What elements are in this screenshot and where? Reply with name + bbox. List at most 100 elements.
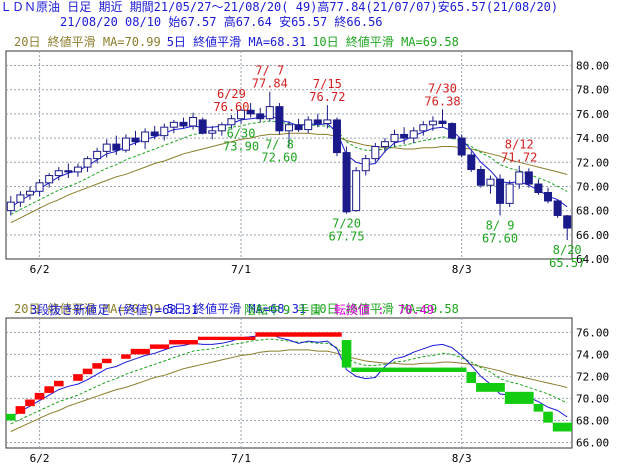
block-up [130,348,150,355]
legend-ma5: 5日 終値平滑 MA=68.31 [167,301,306,316]
annotation-date: 7/30 [428,81,457,95]
candle-up [265,106,274,120]
info-reversal-value: 70.49 [398,303,434,317]
block-up [73,374,83,381]
candle-up [141,131,150,143]
candle-up [169,121,178,128]
info-count: 9 手目 [283,303,321,317]
x-tick-label: 7/1 [231,263,251,276]
x-tick-label: 8/3 [452,263,472,276]
annotation-date: 6/30 [227,127,256,141]
block-up [149,344,170,349]
candle-up [237,109,246,120]
candle-up [227,118,236,126]
candle-up [208,130,217,134]
block-down [466,371,477,383]
chart-title: ＬＤＮ原油 日足 期近 期間21/05/27～21/08/20( 49)高77.… [0,0,559,14]
candle-up [371,146,380,160]
x-tick-label: 8/3 [452,452,472,465]
candle-down [342,152,351,213]
y-tick-label: 80.00 [576,60,609,73]
candle-down [313,119,322,125]
y-tick-label: 76.00 [576,108,609,121]
y-tick-label: 74.00 [576,348,609,361]
candle-down [496,178,505,204]
block-down [552,422,572,432]
candle-down [544,191,553,202]
annotation-date: 7/20 [332,217,361,231]
candle-down [400,133,409,139]
y-tick-label: 68.00 [576,414,609,427]
block-down [6,413,16,421]
block-up [121,354,131,359]
block-down [504,391,534,404]
candle-down [438,120,447,125]
annotation-value: 77.84 [252,77,288,91]
block-up [101,358,112,364]
candle-up [285,124,293,132]
x-tick-label: 6/2 [30,452,50,465]
candle-down [198,119,207,134]
candle-up [189,117,198,127]
candle-up [419,124,428,132]
annotation-value: 72.60 [261,150,297,164]
annotation-value: 76.72 [309,90,345,104]
candle-down [150,131,159,137]
x-tick-label: 7/1 [231,452,251,465]
candle-up [16,194,25,203]
y-tick-label: 72.00 [576,370,609,383]
candle-up [409,130,418,139]
candle-up [361,158,370,172]
info-reversal-label: 転換値 : [334,302,384,317]
candle-down [332,119,341,154]
annotation-date: 8/12 [505,138,534,152]
candle-up [380,141,389,148]
block-up [92,363,102,369]
annotation-date: 6/29 [217,87,246,101]
block-down [533,403,544,412]
candle-up [35,182,44,192]
candle-down [467,154,476,171]
block-up [25,399,35,407]
candle-up [428,120,437,126]
candle-up [160,126,169,137]
candle-down [448,123,457,139]
block-up [34,392,45,400]
candle-down [256,113,265,120]
candle-down [563,215,572,229]
candle-down [275,106,284,132]
candle-down [179,121,188,127]
y-tick-label: 74.00 [576,132,609,145]
annotation-value: 71.72 [501,151,537,165]
block-up [255,332,342,337]
candle-down [131,137,140,143]
annotation-date: 7/ 8 [265,137,294,151]
candle-up [390,133,399,143]
y-tick-label: 78.00 [576,84,609,97]
candle-down [112,143,121,151]
y-tick-label: 66.00 [576,436,609,449]
annotation-value: 65.57 [549,256,585,270]
candle-up [486,178,495,186]
block-down [476,383,505,392]
legend-ma10: 10日 終値平滑 MA=69.58 [312,34,459,49]
candle-up [102,143,111,152]
candle-up [352,170,361,212]
annotation-value: 67.75 [328,230,364,244]
candle-down [294,124,303,131]
legend-ma20: 20日 終値平滑 MA=70.99 [14,301,161,316]
y-tick-label: 70.00 [576,180,609,193]
candle-up [73,166,82,173]
annotation-date: 7/ 7 [255,64,284,78]
candle-down [64,170,73,173]
annotation-value: 76.38 [424,94,460,108]
series-ma10-line-2 [10,338,568,425]
candle-up [54,170,63,177]
block-down [341,340,352,368]
x-tick-label: 6/2 [30,263,50,276]
candle-up [217,124,226,132]
block-up [82,368,93,375]
candle-up [121,137,130,151]
candle-up [25,190,34,196]
candle-down [246,109,255,115]
